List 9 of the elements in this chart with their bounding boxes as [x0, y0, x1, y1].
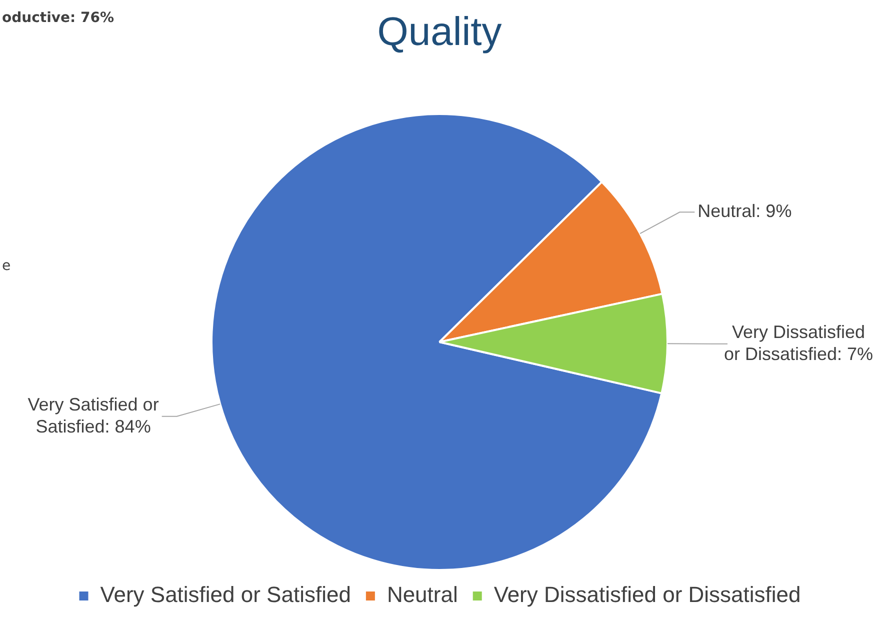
text: oductive: 76% — [2, 10, 114, 26]
data-label: Neutral: 9% — [698, 201, 792, 222]
data-label: Very Satisfied or Satisfied: 84% — [28, 394, 159, 436]
text: e — [2, 258, 11, 274]
legend-label: Neutral — [386, 582, 458, 608]
data-label: Very Dissatisfied or Dissatisfied: 7% — [724, 322, 874, 364]
legend-label: Very Dissatisfied or Dissatisfied — [494, 582, 801, 608]
legend-label: Very Satisfied or Satisfied — [100, 582, 351, 608]
chart-title: Quality — [377, 10, 502, 54]
